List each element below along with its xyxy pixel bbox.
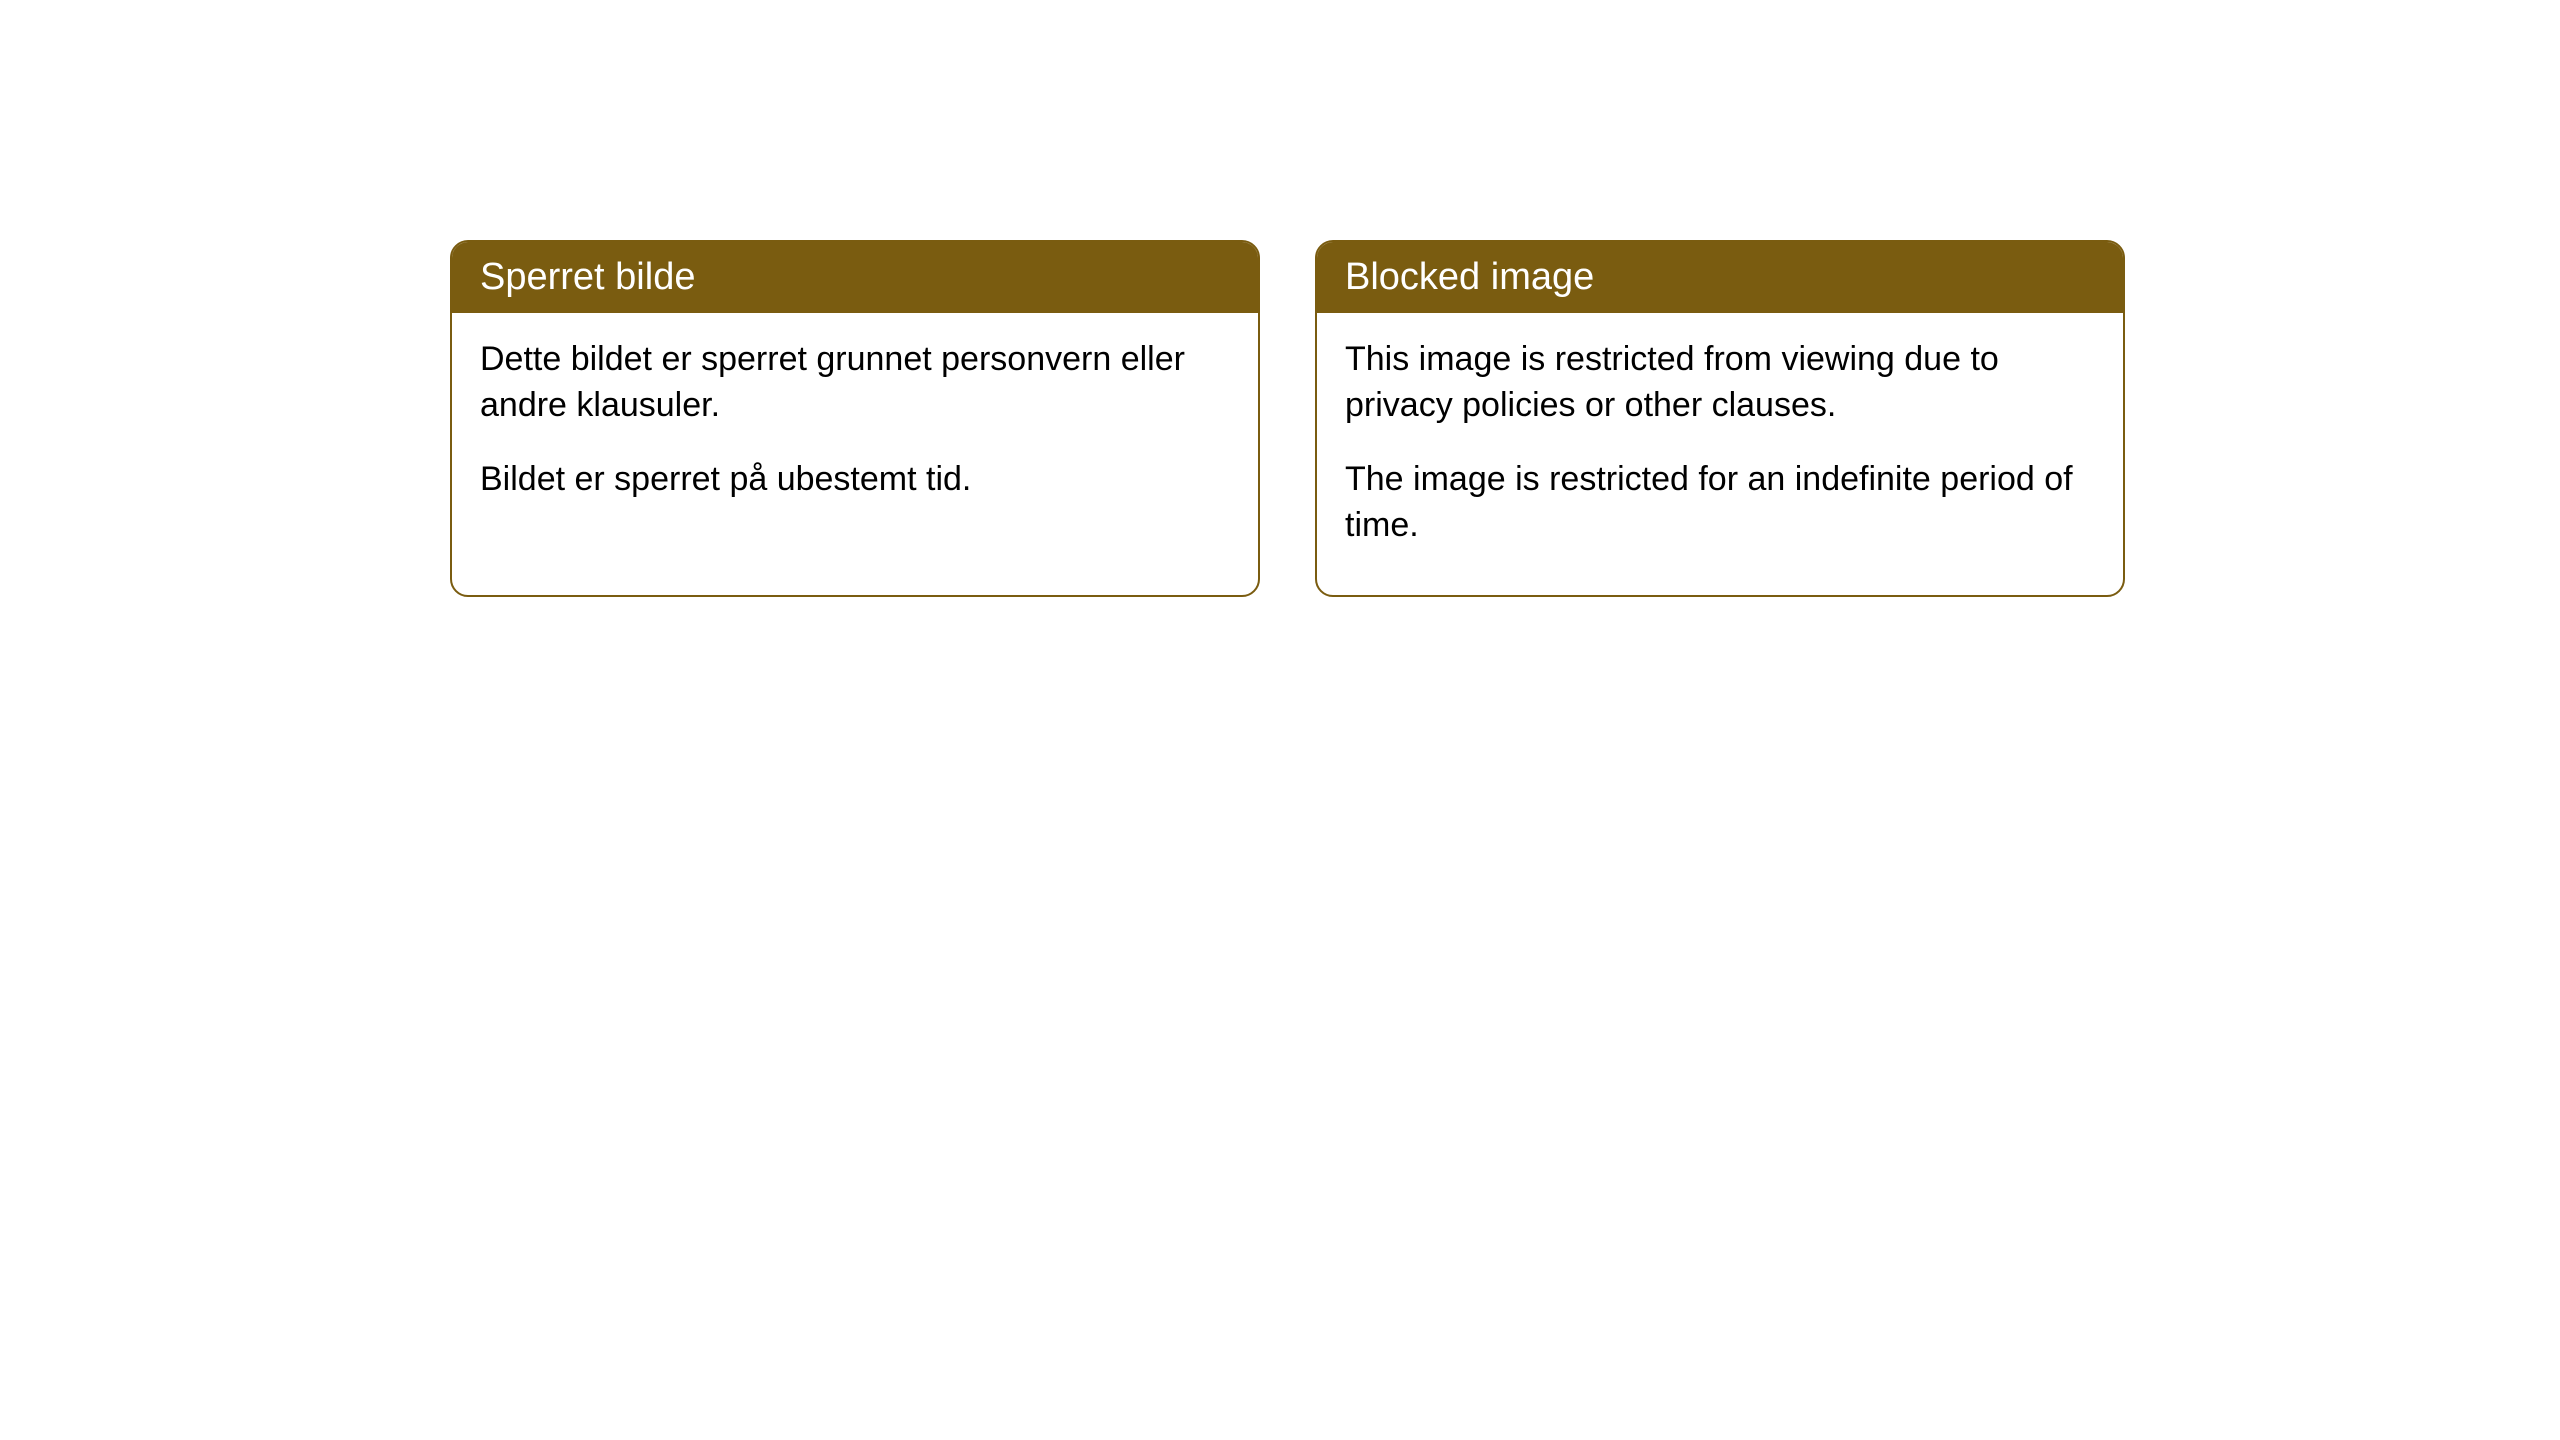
card-paragraph-1: This image is restricted from viewing du… xyxy=(1345,337,2095,429)
card-paragraph-2: The image is restricted for an indefinit… xyxy=(1345,457,2095,549)
blocked-image-card-english: Blocked image This image is restricted f… xyxy=(1315,240,2125,597)
card-header: Blocked image xyxy=(1317,242,2123,313)
card-body: This image is restricted from viewing du… xyxy=(1317,313,2123,595)
card-paragraph-1: Dette bildet er sperret grunnet personve… xyxy=(480,337,1230,429)
card-body: Dette bildet er sperret grunnet personve… xyxy=(452,313,1258,549)
notice-cards-container: Sperret bilde Dette bildet er sperret gr… xyxy=(450,240,2125,597)
card-paragraph-2: Bildet er sperret på ubestemt tid. xyxy=(480,457,1230,503)
card-title: Sperret bilde xyxy=(480,256,695,298)
card-title: Blocked image xyxy=(1345,256,1594,298)
blocked-image-card-norwegian: Sperret bilde Dette bildet er sperret gr… xyxy=(450,240,1260,597)
card-header: Sperret bilde xyxy=(452,242,1258,313)
